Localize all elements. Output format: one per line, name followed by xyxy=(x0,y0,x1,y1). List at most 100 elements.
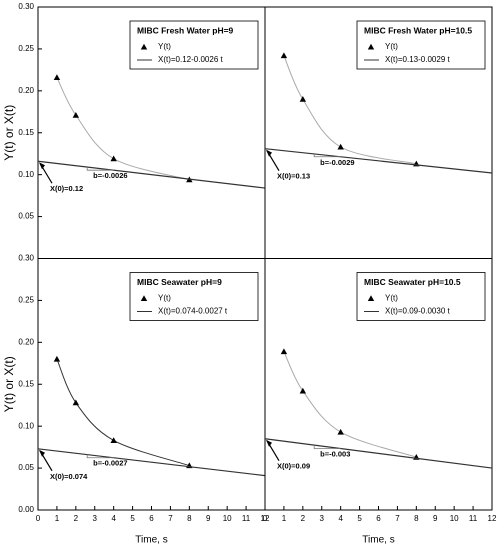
x-tick-label: 0 xyxy=(263,514,268,523)
legend-title: MIBC Fresh Water pH=9 xyxy=(137,25,234,35)
intercept-label: X(0)=0.074 xyxy=(50,472,88,481)
legend-label: Y(t) xyxy=(158,42,171,51)
data-point xyxy=(53,74,61,80)
intercept-label: X(0)=0.12 xyxy=(50,184,83,193)
legend-label: Y(t) xyxy=(385,294,398,303)
legend-label: X(t)=0.09-0.0030 t xyxy=(385,307,450,316)
x-tick-label: 10 xyxy=(450,514,459,523)
x-tick-label: 5 xyxy=(130,514,135,523)
arrow-head xyxy=(266,149,272,157)
x-tick-label: 12 xyxy=(488,514,497,523)
legend-box xyxy=(129,20,259,70)
legend-title: MIBC Seawater pH=9 xyxy=(137,277,222,287)
x-tick-label: 7 xyxy=(168,514,173,523)
fit-curve xyxy=(283,55,417,165)
slope-label: b=-0.0027 xyxy=(93,459,127,468)
legend-label: Y(t) xyxy=(385,42,398,51)
y-tick-label: 0.25 xyxy=(18,44,34,53)
x-tick-label: 1 xyxy=(55,514,60,523)
x-tick-label: 11 xyxy=(469,514,478,523)
fit-curve xyxy=(56,358,190,467)
slope-triangle xyxy=(313,445,341,449)
legend-box xyxy=(356,272,486,321)
data-point xyxy=(280,348,288,355)
arrow-head xyxy=(39,162,45,170)
x-tick-label: 4 xyxy=(338,514,343,523)
y-tick-label: 0.20 xyxy=(18,337,34,346)
intercept-label: X(0)=0.09 xyxy=(277,462,310,471)
data-point xyxy=(280,52,288,59)
y-tick-label: 0.05 xyxy=(18,212,34,221)
legend-box xyxy=(129,272,259,321)
x-tick-label: 9 xyxy=(206,514,211,523)
legend-marker xyxy=(367,43,375,50)
x-tick-label: 10 xyxy=(223,514,232,523)
y-tick-label: 0.15 xyxy=(18,379,34,388)
slope-label: b=-0.0026 xyxy=(93,171,127,180)
fit-line xyxy=(264,148,493,174)
data-point xyxy=(72,399,80,406)
fit-line xyxy=(264,438,493,469)
data-point xyxy=(110,437,117,443)
data-point xyxy=(299,387,307,394)
x-tick-label: 8 xyxy=(187,514,192,523)
x-tick-label: 2 xyxy=(74,514,79,523)
y-tick-label: 0.00 xyxy=(18,505,34,514)
slope-label: b=-0.003 xyxy=(320,450,350,459)
x-tick-label: 6 xyxy=(149,514,154,523)
fit-line xyxy=(37,160,266,189)
x-tick-label: 1 xyxy=(282,514,287,523)
x-axis-title: Time, s xyxy=(362,535,394,546)
data-point xyxy=(299,96,307,102)
y-tick-label: 0.30 xyxy=(18,2,34,11)
y-tick-label: 0.10 xyxy=(18,170,34,179)
y-tick-label: 0.20 xyxy=(18,86,34,95)
fit-curve xyxy=(56,77,190,181)
x-tick-label: 5 xyxy=(357,514,362,523)
legend-marker xyxy=(367,295,375,302)
legend-label: X(t)=0.074-0.0027 t xyxy=(158,307,228,316)
legend-title: MIBC Fresh Water pH=10.5 xyxy=(364,25,472,35)
x-tick-label: 2 xyxy=(301,514,306,523)
x-tick-label: 11 xyxy=(242,514,251,523)
x-tick-label: 3 xyxy=(320,514,325,523)
legend-label: X(t)=0.13-0.0029 t xyxy=(385,55,450,64)
fit-line xyxy=(37,448,266,477)
x-axis-title: Time, s xyxy=(135,535,167,546)
data-point xyxy=(337,428,344,435)
slope-triangle xyxy=(86,167,114,171)
slope-triangle xyxy=(313,153,341,158)
x-tick-label: 3 xyxy=(93,514,98,523)
x-tick-label: 0 xyxy=(36,514,41,523)
x-tick-label: 6 xyxy=(376,514,381,523)
legend-label: Y(t) xyxy=(158,294,171,303)
fit-curve xyxy=(283,351,417,458)
x-tick-label: 9 xyxy=(433,514,438,523)
legend-marker xyxy=(140,295,148,302)
y-tick-label: 0.30 xyxy=(18,254,34,263)
legend-label: X(t)=0.12-0.0026 t xyxy=(158,55,223,64)
data-point xyxy=(72,111,80,118)
y-axis-title: Y(t) or X(t) xyxy=(2,105,16,161)
data-point xyxy=(53,355,61,362)
x-tick-label: 12 xyxy=(261,514,270,523)
x-tick-label: 8 xyxy=(414,514,419,523)
arrow-head xyxy=(266,439,272,447)
data-point xyxy=(110,155,117,162)
legend-title: MIBC Seawater pH=10.5 xyxy=(364,277,461,287)
x-tick-label: 4 xyxy=(111,514,116,523)
x-tick-label: 7 xyxy=(395,514,400,523)
y-tick-label: 0.10 xyxy=(18,421,34,430)
y-axis-title: Y(t) or X(t) xyxy=(2,356,16,412)
data-point xyxy=(337,143,344,150)
slope-triangle xyxy=(86,454,114,459)
y-tick-label: 0.05 xyxy=(18,463,34,472)
legend-marker xyxy=(140,43,148,50)
legend-box xyxy=(356,20,486,70)
y-tick-label: 0.15 xyxy=(18,128,34,137)
slope-label: b=-0.0029 xyxy=(320,158,354,167)
arrow-head xyxy=(39,449,45,457)
y-tick-label: 0.25 xyxy=(18,296,34,305)
intercept-label: X(0)=0.13 xyxy=(277,172,310,181)
